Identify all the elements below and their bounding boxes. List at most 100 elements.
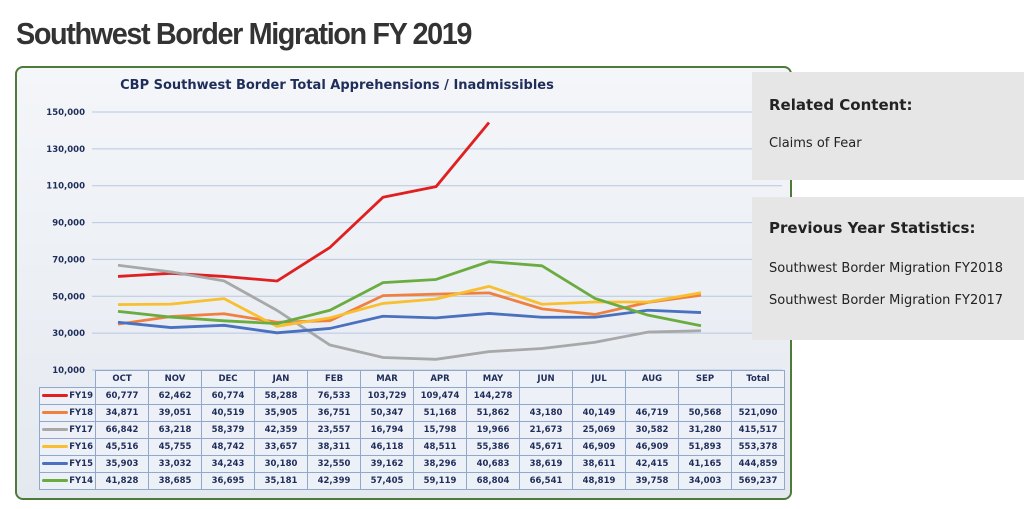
table-cell: 19,966 — [466, 421, 520, 439]
previous-year-panel: Previous Year Statistics: Southwest Bord… — [752, 197, 1024, 340]
table-cell: 55,386 — [466, 438, 520, 456]
table-cell: 40,683 — [466, 455, 520, 473]
table-cell: 43,180 — [519, 404, 573, 422]
series-name: FY15 — [69, 459, 93, 469]
table-cell: 35,181 — [254, 472, 308, 490]
series-name: FY14 — [69, 476, 93, 486]
series-legend: FY18 — [39, 404, 96, 422]
series-legend: FY19 — [39, 387, 96, 405]
table-cell: 48,742 — [201, 438, 255, 456]
table-row: FY15 35,903 33,032 34,243 30,180 32,550 39,162… — [39, 455, 785, 473]
series-name: FY18 — [69, 408, 93, 418]
column-header-total: Total — [731, 370, 785, 388]
table-cell: 36,751 — [307, 404, 361, 422]
table-cell: 33,032 — [148, 455, 202, 473]
column-header: SEP — [678, 370, 732, 388]
table-cell: 46,909 — [572, 438, 626, 456]
series-name: FY17 — [69, 425, 93, 435]
table-cell: 38,619 — [519, 455, 573, 473]
legend-swatch — [42, 394, 69, 397]
column-header: FEB — [307, 370, 361, 388]
table-cell: 31,280 — [678, 421, 732, 439]
table-cell — [572, 387, 626, 405]
table-cell: 45,516 — [95, 438, 149, 456]
table-cell: 76,533 — [307, 387, 361, 405]
series-legend: FY15 — [39, 455, 96, 473]
table-cell-total: 553,378 — [731, 438, 785, 456]
link-fy2018[interactable]: Southwest Border Migration FY2018 — [769, 261, 1004, 276]
table-cell: 59,119 — [413, 472, 467, 490]
series-name: FY19 — [69, 391, 93, 401]
table-cell: 46,719 — [625, 404, 679, 422]
column-header: JUL — [572, 370, 626, 388]
link-claims-of-fear[interactable]: Claims of Fear — [769, 136, 862, 151]
series-line-fy19 — [117, 121, 491, 283]
table-cell: 41,828 — [95, 472, 149, 490]
table-cell: 40,519 — [201, 404, 255, 422]
legend-swatch — [42, 428, 69, 431]
table-cell: 30,582 — [625, 421, 679, 439]
table-cell: 51,862 — [466, 404, 520, 422]
table-row: FY18 34,871 39,051 40,519 35,905 36,751 50,347… — [39, 404, 785, 422]
table-cell: 42,359 — [254, 421, 308, 439]
column-header: APR — [413, 370, 467, 388]
table-cell: 34,003 — [678, 472, 732, 490]
column-header: NOV — [148, 370, 202, 388]
table-cell: 45,671 — [519, 438, 573, 456]
table-cell: 46,118 — [360, 438, 414, 456]
previous-year-heading: Previous Year Statistics: — [769, 219, 976, 237]
table-cell: 39,162 — [360, 455, 414, 473]
y-tick-label: 70,000 — [52, 255, 85, 265]
table-cell: 50,347 — [360, 404, 414, 422]
y-tick-label: 50,000 — [52, 292, 85, 302]
table-cell-total: 569,237 — [731, 472, 785, 490]
table-cell-total: 521,090 — [731, 404, 785, 422]
table-cell: 50,568 — [678, 404, 732, 422]
table-cell: 60,777 — [95, 387, 149, 405]
table-cell: 38,311 — [307, 438, 361, 456]
table-cell-total: 415,517 — [731, 421, 785, 439]
table-cell: 45,755 — [148, 438, 202, 456]
table-cell: 58,379 — [201, 421, 255, 439]
table-cell: 68,804 — [466, 472, 520, 490]
table-cell: 38,296 — [413, 455, 467, 473]
line-chart: 10,000 30,000 50,000 70,000 90,000 110,000 130… — [46, 108, 782, 376]
table-cell: 35,905 — [254, 404, 308, 422]
table-cell: 51,168 — [413, 404, 467, 422]
table-row: FY16 45,516 45,755 48,742 33,657 38,311 46,118… — [39, 438, 785, 456]
column-header: AUG — [625, 370, 679, 388]
table-cell: 36,695 — [201, 472, 255, 490]
table-cell: 66,842 — [95, 421, 149, 439]
table-cell: 51,893 — [678, 438, 732, 456]
page-title: Southwest Border Migration FY 2019 — [16, 16, 472, 51]
table-cell: 16,794 — [360, 421, 414, 439]
table-cell: 39,051 — [148, 404, 202, 422]
table-cell: 40,149 — [572, 404, 626, 422]
chart-title: CBP Southwest Border Total Apprehensions… — [120, 78, 554, 93]
table-cell: 109,474 — [413, 387, 467, 405]
series-line-fy18 — [117, 291, 702, 326]
table-cell: 42,399 — [307, 472, 361, 490]
column-header: JAN — [254, 370, 308, 388]
table-cell-total: 444,859 — [731, 455, 785, 473]
table-cell: 62,462 — [148, 387, 202, 405]
related-content-panel: Related Content: Claims of Fear — [752, 72, 1024, 180]
table-cell: 32,550 — [307, 455, 361, 473]
y-tick-label: 30,000 — [52, 329, 85, 339]
series-line-fy17 — [117, 263, 702, 361]
legend-swatch — [42, 411, 69, 414]
table-cell: 63,218 — [148, 421, 202, 439]
link-fy2017[interactable]: Southwest Border Migration FY2017 — [769, 293, 1004, 308]
table-cell: 21,673 — [519, 421, 573, 439]
table-cell: 25,069 — [572, 421, 626, 439]
series-legend: FY16 — [39, 438, 96, 456]
column-header: JUN — [519, 370, 573, 388]
table-cell: 103,729 — [360, 387, 414, 405]
table-cell: 48,511 — [413, 438, 467, 456]
table-row: FY17 66,842 63,218 58,379 42,359 23,557 16,794… — [39, 421, 785, 439]
y-tick-label: 110,000 — [46, 182, 85, 192]
table-cell — [625, 387, 679, 405]
related-content-heading: Related Content: — [769, 96, 913, 114]
table-cell: 144,278 — [466, 387, 520, 405]
table-corner — [40, 371, 96, 388]
